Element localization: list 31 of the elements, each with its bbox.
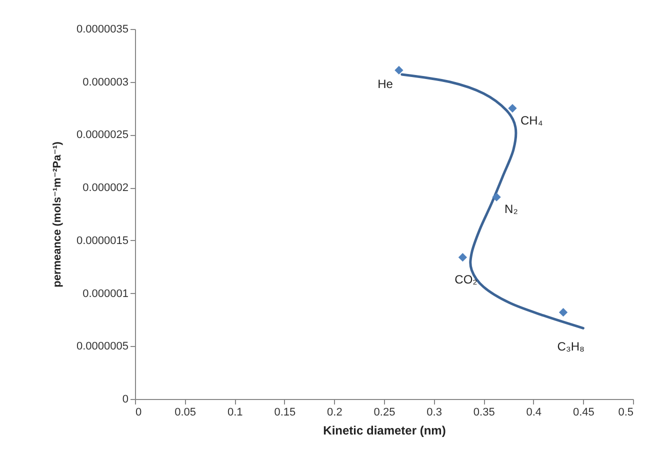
x-tick-label: 0.4 bbox=[526, 406, 542, 418]
y-tick-label: 0 bbox=[122, 394, 128, 406]
x-tick-label: 0.35 bbox=[473, 406, 495, 418]
y-tick-label: 0.000003 bbox=[82, 76, 128, 88]
point bbox=[508, 104, 517, 113]
x-tick-label: 0.05 bbox=[174, 406, 196, 418]
point bbox=[492, 192, 501, 202]
x-tick-label: 0.25 bbox=[374, 406, 396, 418]
y-tick-label: 0.000002 bbox=[82, 182, 128, 194]
x-tick-label: 0.2 bbox=[327, 406, 342, 418]
x-tick-label: 0.3 bbox=[426, 406, 442, 418]
annotation: He bbox=[378, 77, 394, 92]
y-tick-label: 0.0000015 bbox=[76, 234, 128, 247]
point bbox=[394, 66, 404, 75]
y-axis-title: permeance (mols⁻¹m⁻²Pa⁻¹) bbox=[52, 141, 64, 288]
x-tick-label: 0.15 bbox=[274, 406, 296, 418]
x-tick-label: 0.5 bbox=[618, 406, 634, 418]
point bbox=[558, 308, 568, 317]
point bbox=[458, 253, 468, 262]
annotation: N₂ bbox=[504, 202, 518, 216]
annotation: CH₄ bbox=[520, 113, 543, 128]
y-tick-label: 0.0000025 bbox=[76, 129, 128, 142]
y-tick-label: 0.0000035 bbox=[76, 24, 128, 36]
annotation: C₃H₈ bbox=[557, 339, 584, 354]
y-tick-label: 0.000001 bbox=[82, 288, 128, 300]
x-tick-label: 0.1 bbox=[227, 406, 243, 418]
x-axis-title: Kinetic diameter (nm) bbox=[323, 424, 446, 438]
annotation: CO₂ bbox=[454, 272, 478, 286]
x-tick-label: 0.45 bbox=[572, 406, 594, 418]
y-tick-label: 0.0000005 bbox=[76, 340, 128, 353]
x-tick-label: 0 bbox=[136, 406, 142, 418]
